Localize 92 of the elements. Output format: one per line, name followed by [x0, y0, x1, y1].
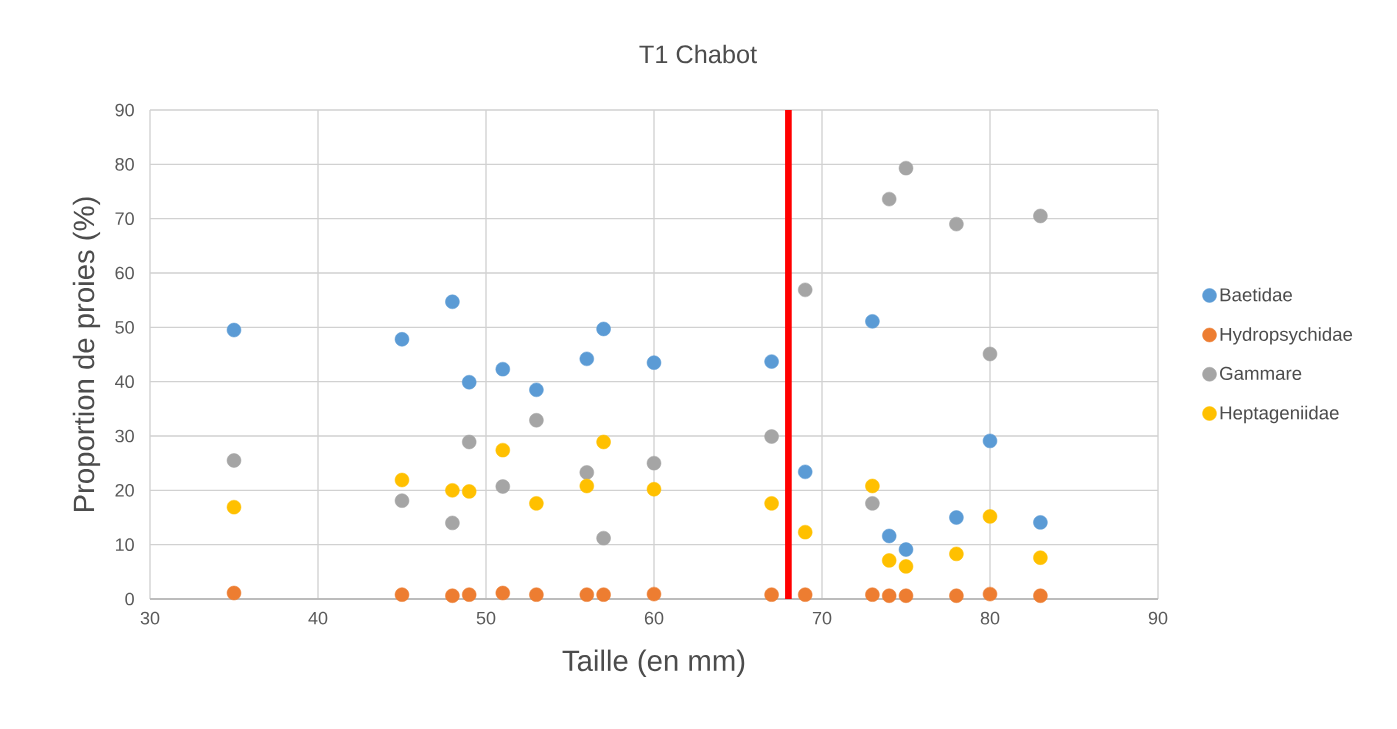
- point: [529, 587, 544, 602]
- point: [882, 191, 897, 207]
- point: [529, 496, 544, 511]
- y-axis-title: Proportion de proies (%): [72, 197, 101, 512]
- point: [495, 442, 511, 458]
- point: [445, 294, 460, 310]
- point: [579, 465, 595, 480]
- point: [445, 588, 460, 603]
- y-tick-label: 90: [115, 103, 134, 117]
- x-tick-label: 70: [812, 611, 832, 625]
- point: [646, 455, 662, 471]
- point: [764, 587, 779, 602]
- y-tick-label: 80: [115, 157, 134, 171]
- y-tick-label: 0: [125, 592, 134, 606]
- point: [982, 346, 998, 362]
- point: [982, 509, 998, 524]
- x-axis-title: Taille (en mm): [562, 649, 745, 677]
- point: [898, 559, 914, 574]
- point: [898, 160, 914, 176]
- point: [865, 587, 880, 602]
- x-tick-label: 60: [644, 611, 664, 625]
- point: [579, 351, 595, 367]
- point: [764, 496, 779, 511]
- point: [529, 413, 544, 428]
- point: [898, 588, 914, 603]
- y-tick-label: 40: [115, 375, 134, 389]
- chart-title: T1 Chabot: [639, 44, 757, 64]
- point: [949, 588, 964, 603]
- point: [982, 433, 998, 449]
- point: [579, 478, 595, 494]
- point: [764, 354, 779, 369]
- point: [949, 510, 964, 525]
- point: [596, 587, 611, 602]
- point: [798, 524, 813, 540]
- point: [495, 361, 511, 377]
- point: [646, 355, 662, 370]
- point: [882, 528, 897, 544]
- point: [445, 515, 460, 531]
- point: [462, 434, 477, 450]
- point: [898, 542, 914, 557]
- point: [865, 496, 880, 511]
- point: [596, 321, 611, 337]
- point: [596, 434, 611, 450]
- point: [949, 546, 964, 562]
- point: [646, 586, 662, 602]
- point: [865, 314, 880, 329]
- point: [1033, 208, 1048, 224]
- point: [462, 375, 477, 390]
- legend-label: Hydropsychidae: [1220, 327, 1353, 345]
- x-tick-label: 30: [140, 611, 160, 625]
- point: [982, 586, 998, 602]
- legend-label: Gammare: [1220, 366, 1302, 380]
- point: [798, 282, 813, 298]
- point: [865, 478, 880, 494]
- point: [226, 322, 242, 338]
- x-tick-label: 40: [308, 611, 328, 625]
- point: [445, 483, 460, 498]
- point: [798, 587, 813, 602]
- point: [646, 482, 662, 497]
- legend-label: Heptageniidae: [1220, 405, 1339, 424]
- point: [226, 499, 242, 515]
- point: [462, 484, 477, 499]
- x-tick-label: 90: [1148, 611, 1168, 625]
- point: [1033, 588, 1048, 603]
- y-tick-label: 50: [115, 320, 134, 334]
- legend-label: Baetidae: [1220, 287, 1292, 302]
- y-tick-label: 30: [115, 429, 134, 443]
- y-tick-label: 10: [115, 538, 134, 552]
- point: [1033, 550, 1048, 565]
- point: [764, 429, 779, 444]
- point: [394, 472, 410, 488]
- point: [495, 585, 511, 601]
- x-tick-label: 80: [980, 611, 1000, 625]
- y-tick-label: 60: [115, 266, 134, 280]
- point: [495, 479, 511, 494]
- y-tick-label: 70: [115, 212, 134, 226]
- y-tick-label: 20: [115, 483, 134, 497]
- point: [798, 464, 813, 480]
- point: [882, 553, 897, 568]
- point: [529, 382, 544, 398]
- point: [882, 588, 897, 603]
- point: [394, 587, 410, 602]
- point: [226, 585, 242, 601]
- point: [462, 587, 477, 602]
- point: [579, 587, 595, 602]
- point: [394, 332, 410, 347]
- point: [394, 493, 410, 508]
- point: [226, 453, 242, 468]
- point: [949, 216, 964, 232]
- point: [1033, 515, 1048, 530]
- x-tick-label: 50: [476, 611, 496, 625]
- point: [596, 530, 611, 546]
